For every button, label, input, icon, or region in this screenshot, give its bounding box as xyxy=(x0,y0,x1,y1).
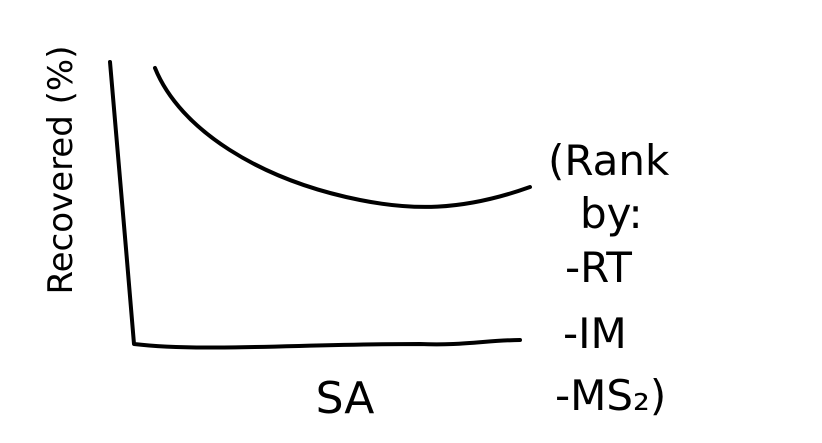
axes xyxy=(108,60,522,350)
note-line: -RT xyxy=(565,243,632,292)
note-line: -IM xyxy=(563,309,627,358)
curve xyxy=(153,66,532,209)
x-axis-label: SA xyxy=(316,373,375,424)
note-line: (Rank xyxy=(548,136,670,185)
note-line: -MS₂) xyxy=(555,371,666,420)
note-line: by: xyxy=(580,189,643,238)
y-axis-label: Recovered (%) xyxy=(41,46,81,295)
